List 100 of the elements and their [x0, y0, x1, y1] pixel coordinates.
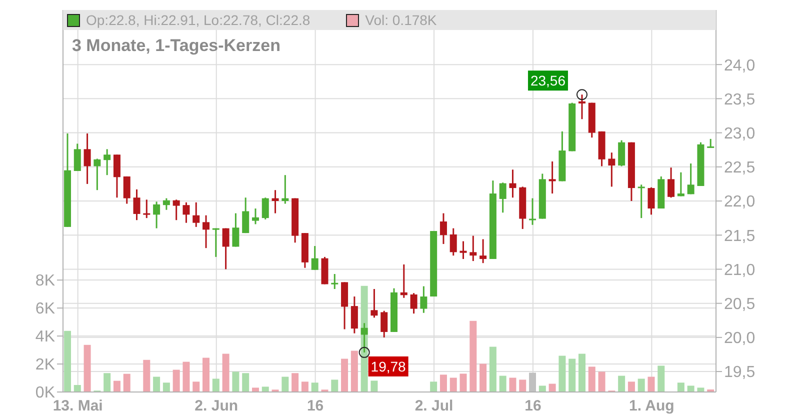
- candlestick: [104, 148, 111, 176]
- bar: [143, 360, 150, 392]
- candlestick: [460, 240, 467, 260]
- bar: [648, 376, 655, 392]
- bar: [84, 344, 91, 392]
- y2-tick-label: 8K: [35, 272, 56, 290]
- candlestick: [84, 132, 91, 185]
- candlestick: [331, 273, 338, 290]
- bar: [628, 382, 635, 392]
- annotation: Vol: 0.178K: [365, 12, 437, 28]
- candlestick: [153, 200, 160, 230]
- bar: [588, 366, 596, 392]
- y-tick-label: 21,5: [724, 228, 756, 245]
- candlestick: [638, 184, 645, 219]
- bar: [202, 358, 210, 392]
- bar: [301, 382, 308, 392]
- bar: [113, 380, 120, 392]
- bar: [232, 372, 240, 392]
- candlestick: [687, 162, 694, 195]
- bar: [470, 320, 477, 392]
- bar: [638, 378, 645, 392]
- y-tick-label: 20,0: [724, 330, 756, 348]
- bar: [64, 330, 71, 392]
- candlestick: [94, 158, 101, 191]
- candlestick: [143, 198, 150, 219]
- candlestick: [450, 228, 457, 256]
- x-tick-label: 16: [306, 398, 324, 415]
- candlestick: [370, 288, 378, 318]
- candlestick: [252, 208, 259, 225]
- candlestick: [182, 202, 190, 224]
- bar: [153, 376, 160, 392]
- bar: [311, 382, 318, 392]
- candlestick: [222, 228, 230, 270]
- y-tick-label: 24,0: [724, 57, 756, 74]
- candlestick: [74, 142, 81, 172]
- bar: [341, 358, 348, 392]
- text: 3 Monate, 1-Tages-Kerzen: [72, 36, 280, 56]
- candlestick: [400, 264, 408, 299]
- candlestick: [202, 214, 210, 249]
- bar: [658, 366, 665, 392]
- y-tick-label: 22,5: [724, 160, 756, 177]
- candlestick: [420, 286, 428, 314]
- candlestick: [113, 154, 120, 198]
- bar: [430, 382, 438, 392]
- bar: [509, 378, 516, 392]
- bar: [262, 386, 269, 392]
- bar: [212, 378, 220, 392]
- candlestick: [509, 168, 516, 198]
- annotation: 19,78: [370, 358, 406, 374]
- bar: [450, 378, 457, 392]
- x-tick-label: 2. Jun: [194, 398, 238, 415]
- candlestick: [648, 186, 655, 216]
- bar: [282, 376, 289, 392]
- bar: [292, 373, 299, 392]
- candlestick: [192, 202, 200, 228]
- y2-tick-label: 6K: [35, 300, 56, 318]
- x-tick-label: 2. Jul: [414, 398, 454, 415]
- candlestick: [480, 238, 487, 264]
- x-tick-label: 16: [524, 398, 542, 415]
- bar: [74, 385, 81, 392]
- candlestick: [499, 182, 506, 214]
- candlestick: [282, 174, 289, 204]
- bar: [618, 376, 626, 392]
- bar: [350, 350, 358, 392]
- bar: [460, 374, 467, 392]
- y-tick-label: 23,5: [724, 91, 756, 108]
- bar: [252, 388, 259, 392]
- bar: [529, 372, 536, 392]
- y2-tick-label: 4K: [35, 328, 56, 346]
- candlestick: [172, 198, 180, 221]
- bar: [331, 380, 338, 392]
- candlestick: [440, 212, 447, 245]
- bar: [687, 386, 694, 392]
- bar: [182, 362, 190, 392]
- bar: [172, 370, 180, 392]
- bar: [499, 376, 506, 392]
- y2-tick-label: 0K: [35, 384, 56, 402]
- candlestick: [470, 235, 477, 262]
- candlestick: [608, 152, 616, 188]
- candlestick: [272, 189, 279, 214]
- annotation: 23,56: [530, 72, 566, 89]
- y-tick-label: 20,5: [724, 296, 756, 313]
- bar: [548, 384, 556, 392]
- y2-tick-label: 2K: [35, 356, 56, 374]
- candlestick: [232, 212, 240, 248]
- candlestick: [360, 322, 368, 354]
- bar: [578, 354, 586, 392]
- bar: [519, 380, 526, 392]
- candlestick: [668, 166, 675, 198]
- candlestick: [529, 198, 536, 226]
- x-tick-label: 1. Aug: [629, 398, 674, 415]
- candlestick: [578, 94, 586, 120]
- bar: [242, 373, 250, 392]
- y-tick-label: 21,0: [724, 262, 756, 279]
- bar: [677, 382, 684, 392]
- y-tick-label: 23,0: [724, 125, 756, 142]
- candlestick: [380, 310, 388, 338]
- bar: [162, 382, 170, 392]
- bar: [123, 374, 130, 392]
- candlestick: [350, 296, 358, 334]
